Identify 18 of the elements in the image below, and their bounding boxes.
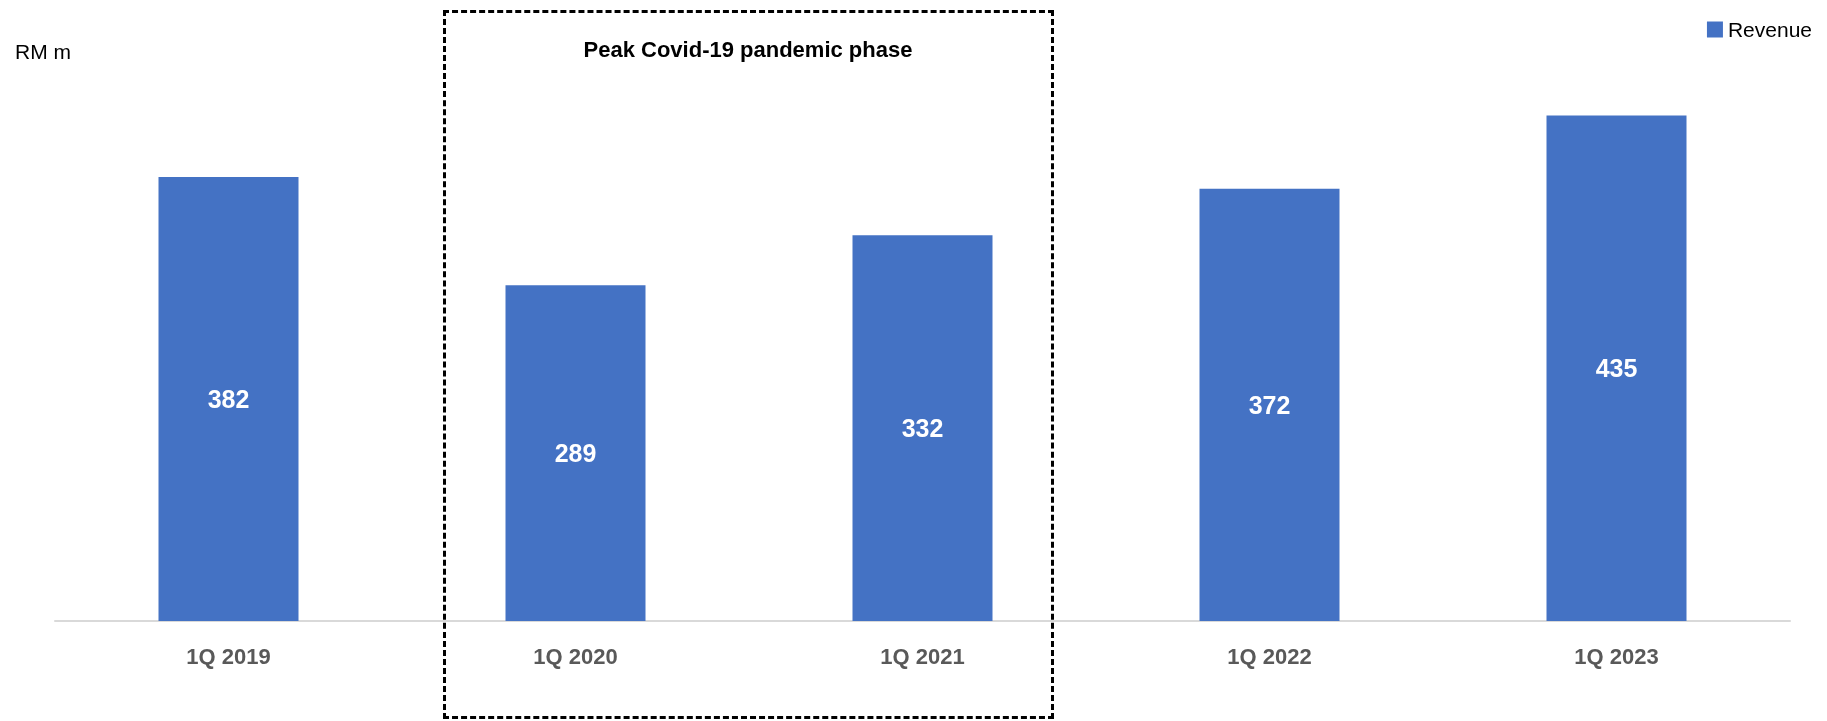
bar	[505, 285, 646, 621]
text: Peak Covid-19 pandemic phase	[583, 36, 913, 62]
data-label: 382	[207, 385, 250, 414]
bar	[1199, 188, 1340, 621]
y-axis-title: RM m	[15, 40, 71, 63]
bar	[1546, 115, 1687, 621]
data-label: 289	[554, 439, 597, 468]
x-tick-label: 1Q 2019	[186, 643, 271, 669]
data-label: 435	[1595, 354, 1638, 383]
legend-label: Revenue	[1727, 18, 1812, 41]
data-label: 372	[1248, 390, 1291, 419]
x-tick-label: 1Q 2023	[1574, 643, 1659, 669]
bar	[852, 235, 993, 621]
bar	[158, 177, 299, 621]
x-tick-label: 1Q 2021	[880, 643, 965, 669]
data-label: 332	[901, 414, 944, 443]
x-tick-label: 1Q 2022	[1227, 643, 1312, 669]
x-tick-label: 1Q 2020	[533, 643, 618, 669]
